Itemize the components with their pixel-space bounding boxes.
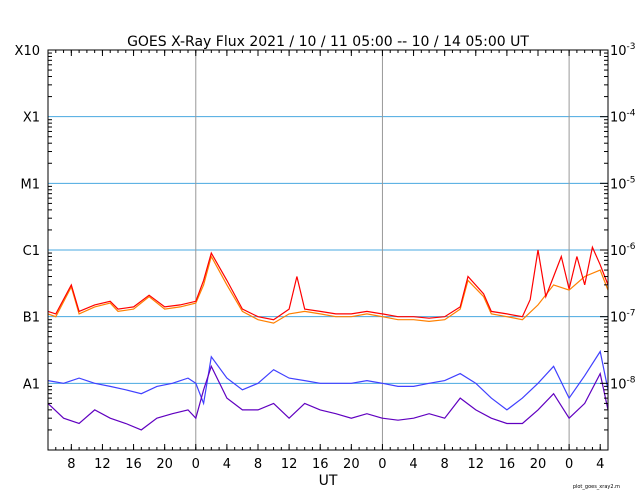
flare-class-label: X1 — [23, 111, 40, 126]
series-line-2 — [47, 349, 609, 411]
x-tick-label: 4 — [596, 457, 604, 472]
x-tick-label: 8 — [441, 457, 449, 472]
x-tick-label: 16 — [499, 457, 516, 472]
series-line-3 — [47, 364, 609, 431]
x-tick-label: 16 — [125, 457, 142, 472]
x-tick-label: 0 — [378, 457, 386, 472]
flare-class-label: C1 — [23, 244, 40, 259]
series-layer — [47, 245, 609, 431]
x-tick-label: 12 — [281, 457, 298, 472]
flux-power-label: 10-5 — [610, 175, 636, 192]
chart-title: GOES X-Ray Flux 2021 / 10 / 11 05:00 -- … — [127, 34, 529, 50]
flux-power-label: 10-6 — [610, 242, 636, 259]
x-tick-label: 0 — [192, 457, 200, 472]
x-tick-label: 16 — [312, 457, 329, 472]
x-tick-label: 12 — [94, 457, 111, 472]
x-tick-label: 20 — [156, 457, 173, 472]
x-tick-label: 4 — [409, 457, 417, 472]
flux-power-label: 10-7 — [610, 309, 636, 326]
x-tick-label: 8 — [254, 457, 262, 472]
series-line-0 — [47, 254, 609, 324]
x-tick-label: 20 — [343, 457, 360, 472]
series-line-1 — [47, 245, 609, 321]
flux-power-label: 10-3 — [610, 42, 636, 59]
x-tick-label: 12 — [468, 457, 485, 472]
flare-class-label: A1 — [23, 377, 40, 392]
axis-layer: 8 12 16 20 0 4 8 12 16 20 0 4 8 12 16 20 0 4 A1 B1 C1 M1 X1 X10… — [15, 42, 636, 472]
flare-class-label: M1 — [21, 177, 41, 192]
x-axis-label: UT — [319, 473, 338, 489]
grid-layer — [48, 50, 608, 450]
x-tick-label: 20 — [530, 457, 547, 472]
flux-power-label: 10-4 — [610, 109, 636, 126]
flare-class-label: X10 — [15, 44, 40, 59]
x-tick-label: 0 — [565, 457, 573, 472]
x-tick-label: 8 — [67, 457, 75, 472]
x-tick-label: 4 — [223, 457, 231, 472]
flux-power-label: 10-8 — [610, 375, 636, 392]
flare-class-label: B1 — [23, 311, 40, 326]
footer-note: plot_goes_xray2.m — [573, 484, 620, 490]
